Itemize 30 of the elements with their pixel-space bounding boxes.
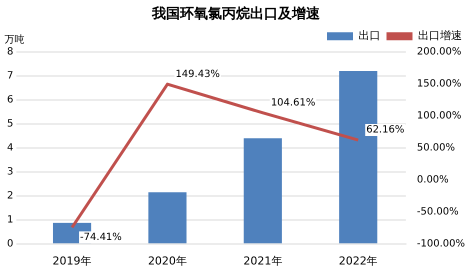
y-tick-label: 7 [6, 70, 14, 82]
x-tick-label: 2022年 [338, 254, 378, 268]
bar [148, 192, 187, 244]
legend-label: 出口 [358, 29, 380, 42]
y2-tick-label: 50.00% [416, 142, 456, 154]
x-tick-label: 2020年 [148, 254, 187, 268]
y2-tick-label: -50.00% [416, 206, 459, 218]
y-axis-title: 万吨 [4, 33, 24, 46]
y2-tick-label: 200.00% [416, 46, 462, 58]
data-label: 62.16% [366, 124, 404, 136]
data-label: 104.61% [270, 97, 316, 108]
data-label: 149.43% [175, 68, 220, 80]
y-tick-label: 0 [6, 238, 14, 250]
y-tick-label: 2 [6, 190, 14, 202]
y-tick-label: 8 [6, 46, 14, 58]
y-tick-label: 5 [6, 118, 14, 130]
y-tick-label: 3 [6, 166, 14, 178]
legend-label: 出口增速 [418, 29, 462, 42]
y-tick-label: 6 [6, 94, 14, 106]
y2-tick-label: 0.00% [416, 174, 449, 186]
x-tick-label: 2019年 [52, 254, 92, 268]
y2-tick-label: -100.00% [416, 238, 466, 250]
y2-tick-label: 150.00% [416, 78, 462, 90]
bar [244, 138, 282, 244]
y-tick-label: 1 [6, 214, 14, 226]
data-label: -74.41% [80, 232, 122, 244]
y-tick-label: 4 [6, 142, 14, 154]
y2-tick-label: 100.00% [416, 110, 462, 122]
x-tick-label: 2021年 [243, 254, 282, 268]
chart-title: 我国环氧氯丙烷出口及增速 [151, 6, 321, 22]
